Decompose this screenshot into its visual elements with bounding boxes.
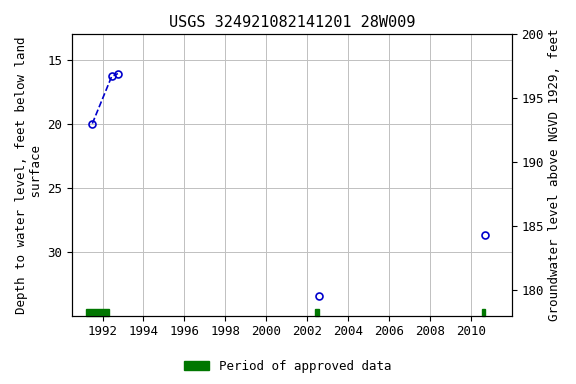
Legend: Period of approved data: Period of approved data — [179, 355, 397, 378]
Y-axis label: Depth to water level, feet below land
 surface: Depth to water level, feet below land su… — [15, 36, 43, 313]
Y-axis label: Groundwater level above NGVD 1929, feet: Groundwater level above NGVD 1929, feet — [548, 28, 561, 321]
Bar — [86, 309, 109, 316]
Bar — [482, 309, 484, 316]
Title: USGS 324921082141201 28W009: USGS 324921082141201 28W009 — [169, 15, 415, 30]
Bar — [315, 309, 319, 316]
